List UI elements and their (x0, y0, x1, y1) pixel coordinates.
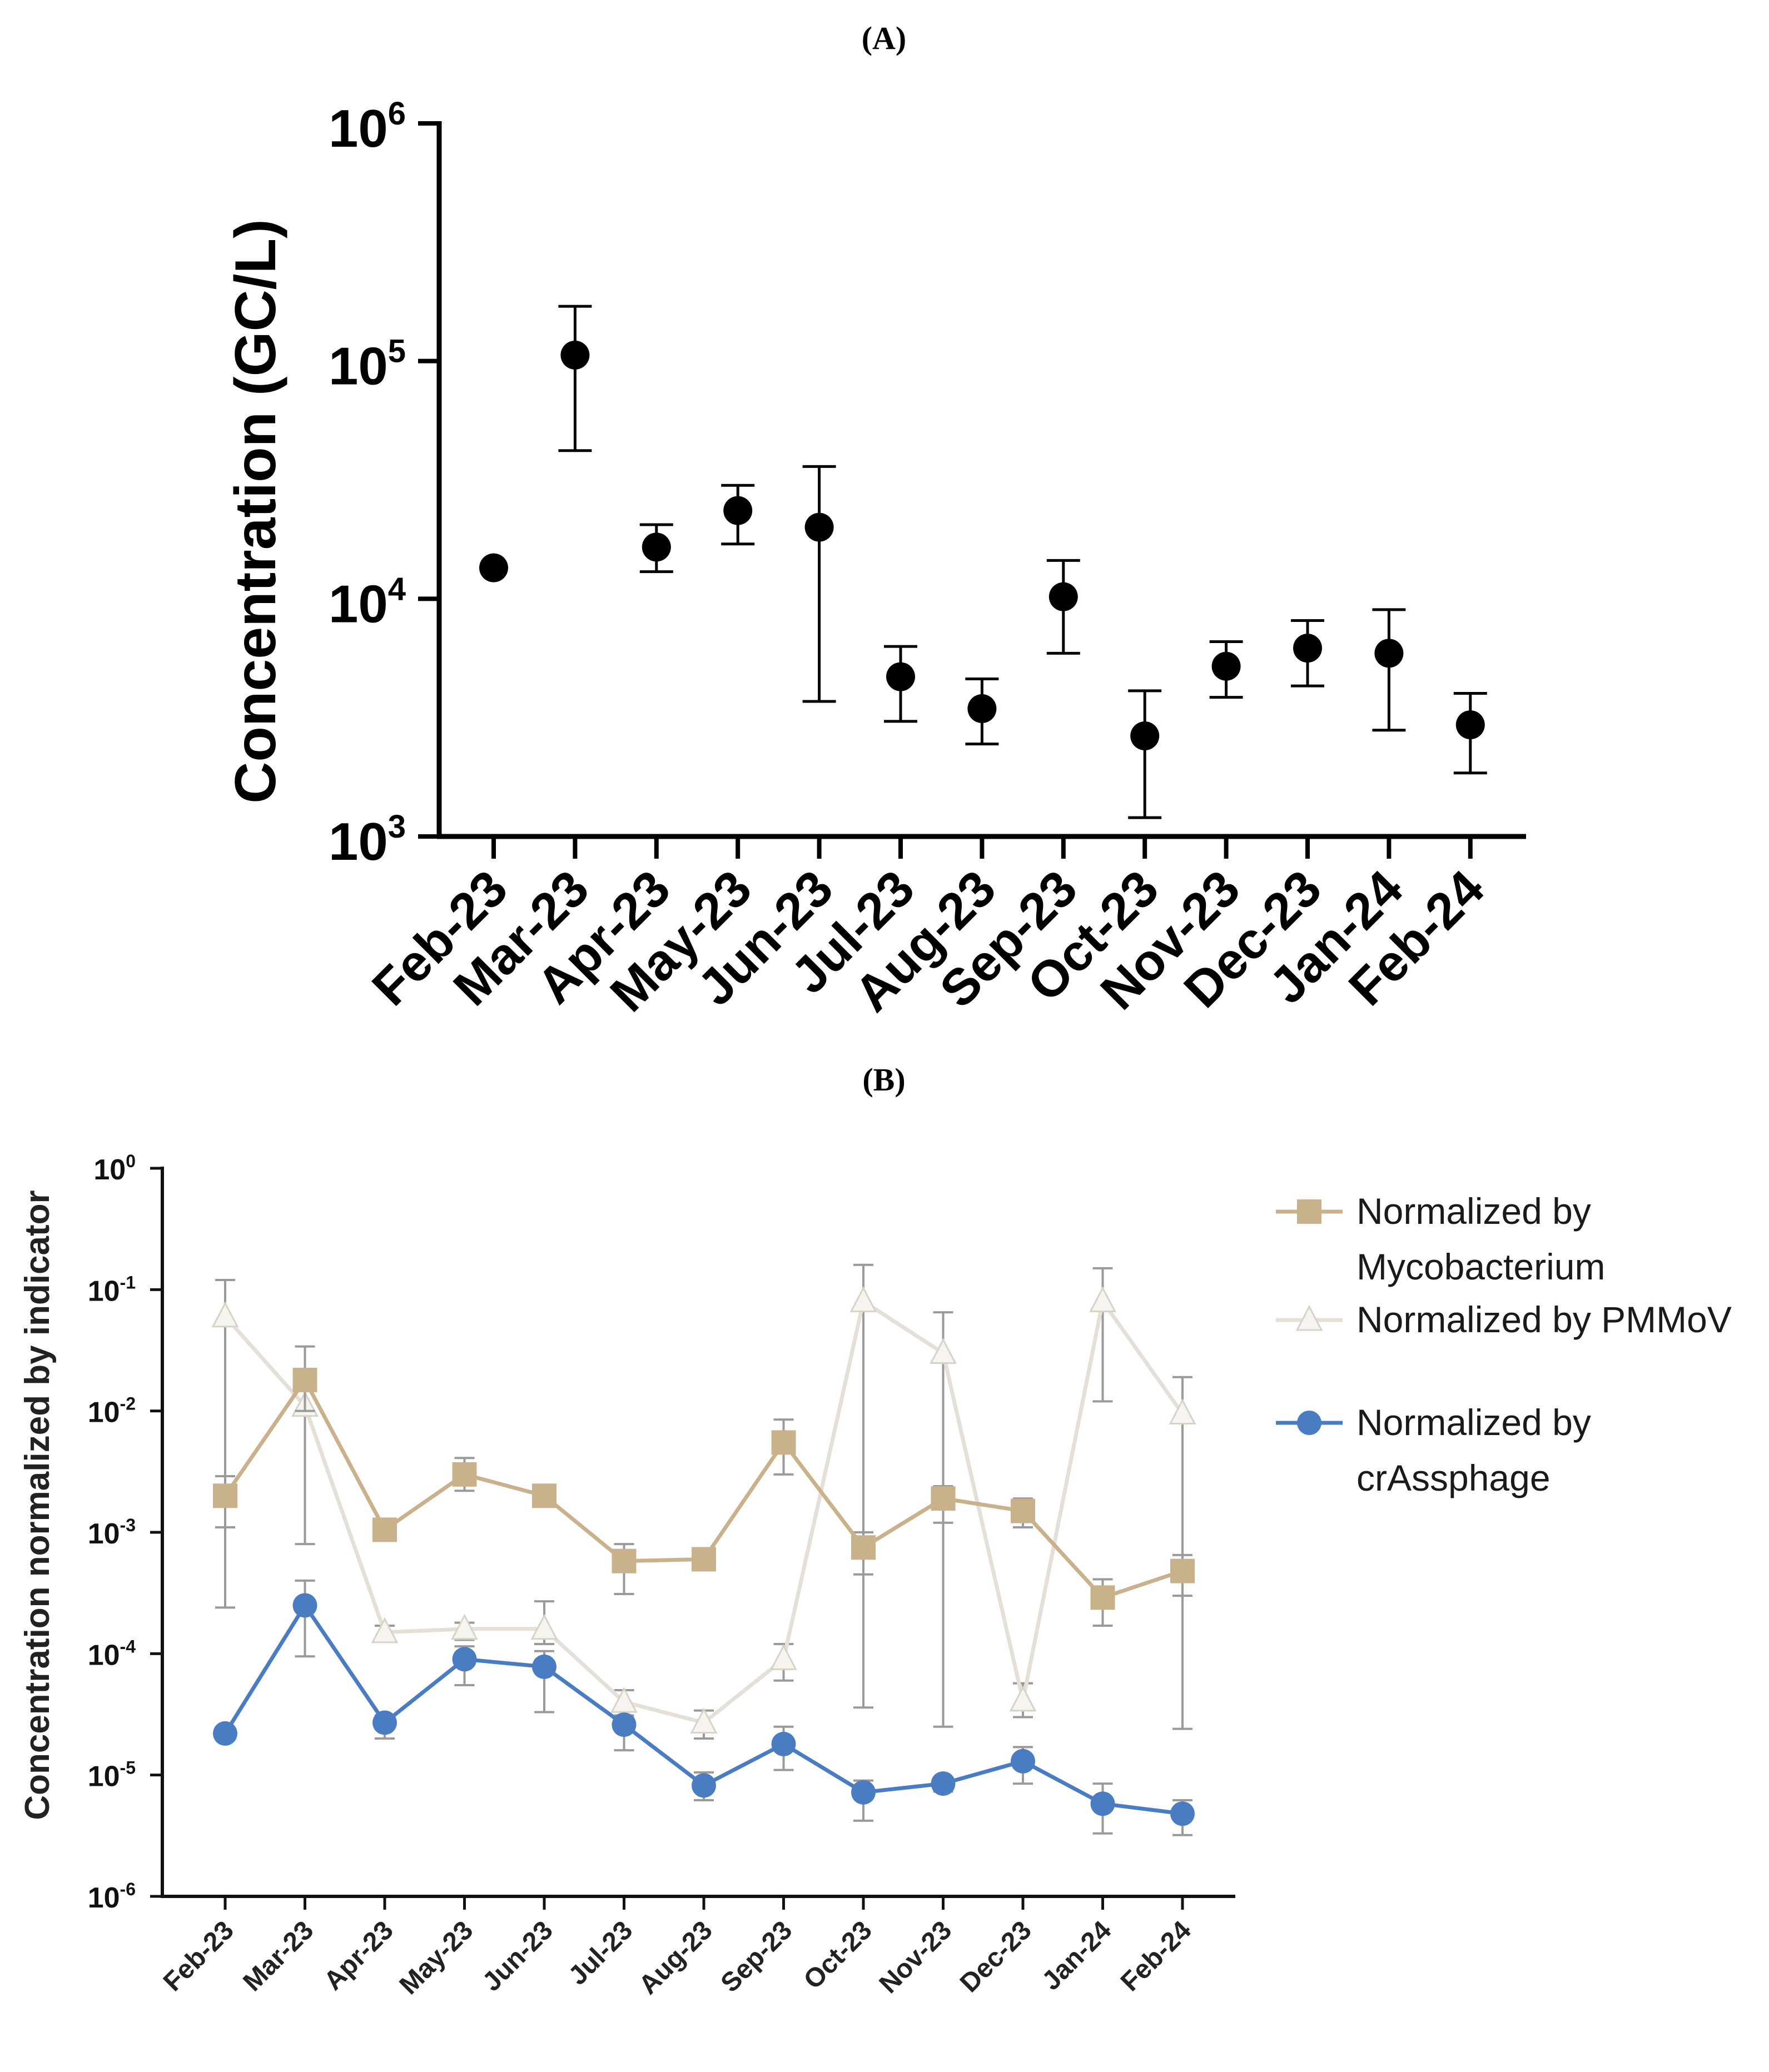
chart-b-point (771, 1731, 796, 1756)
chart-b-point (851, 1780, 876, 1805)
legend-swatch-marker (1297, 1411, 1321, 1435)
chart-b-point (530, 1613, 558, 1640)
chart-b-point (612, 1548, 637, 1573)
chart-b-point (452, 1647, 477, 1672)
chart-b-point (1011, 1749, 1035, 1774)
chart-b-point (1169, 1398, 1196, 1425)
legend-label: crAssphage (1356, 1457, 1551, 1498)
chart-b-point (610, 1686, 638, 1713)
chart-a-point (804, 512, 834, 542)
chart-b-point (1090, 1585, 1115, 1610)
chart-b-point (1170, 1801, 1195, 1826)
chart-b-point (213, 1721, 237, 1746)
chart-b-point (371, 1617, 399, 1643)
chart-b-point (452, 1462, 477, 1487)
chart-b-point (372, 1517, 397, 1542)
chart-b-legend: Normalized by Mycobacterium Normalized by … (1276, 1191, 1732, 1498)
chart-b-point (849, 1286, 877, 1312)
chart-a-point (1049, 582, 1078, 611)
chart-b-point (931, 1771, 956, 1796)
chart-a-point (1455, 710, 1485, 740)
chart-b-series-circle (213, 1579, 1195, 1836)
chart-b-point (1170, 1558, 1195, 1583)
chart-b-point (292, 1367, 317, 1392)
chart-b-point (770, 1644, 797, 1670)
chart-b-point (532, 1483, 556, 1508)
chart-a-point (1211, 651, 1241, 681)
chart-b-point (532, 1654, 556, 1679)
chart-b-series-triangle (211, 1263, 1196, 1740)
chart-b-point (931, 1486, 956, 1511)
chart-a-point (1130, 721, 1160, 750)
legend-item: Normalized by PMMoV (1276, 1299, 1732, 1340)
chart-a-point (1293, 634, 1322, 663)
legend-label: Mycobacterium (1356, 1246, 1605, 1287)
chart-a-point (723, 496, 753, 525)
chart-b-point (1089, 1286, 1116, 1312)
chart-a-point (1374, 639, 1404, 668)
chart-b-point (690, 1707, 718, 1734)
legend-label: Normalized by (1356, 1402, 1591, 1443)
chart-a-y-axis-title: Concentration (GC/L) (223, 219, 288, 803)
chart-b-point (692, 1773, 716, 1798)
chart-b-point (213, 1483, 237, 1508)
panel-a-label: (A) (862, 20, 907, 56)
legend-item: Normalized by crAssphage (1276, 1402, 1591, 1498)
legend-swatch-marker (1295, 1304, 1323, 1331)
chart-b-point (930, 1338, 957, 1364)
chart-b-point (1009, 1685, 1037, 1712)
chart-a-y-tick-label: 105 (329, 333, 406, 396)
chart-a-point (886, 662, 915, 691)
chart-b-point (1090, 1791, 1115, 1816)
legend-label: Normalized by (1356, 1191, 1591, 1232)
chart-b-point (692, 1547, 716, 1572)
chart-b-point (292, 1593, 317, 1618)
chart-b-y-axis-title: Concentration normalized by indicator (18, 1190, 57, 1820)
legend-label: Normalized by PMMoV (1356, 1299, 1732, 1340)
chart-b-point (612, 1712, 637, 1737)
chart-b-point (211, 1301, 239, 1328)
chart-a-point (479, 553, 508, 582)
chart-b-point (851, 1535, 876, 1560)
chart-b-point (372, 1710, 397, 1735)
chart-a-point (560, 340, 590, 370)
chart-b-point (771, 1430, 796, 1455)
chart-b-point (451, 1613, 478, 1640)
panel-b-label: (B) (862, 1062, 905, 1098)
legend-swatch-marker (1297, 1199, 1321, 1224)
chart-a-point (967, 694, 997, 723)
chart-b-point (1011, 1498, 1035, 1523)
legend-item: Normalized by Mycobacterium (1276, 1191, 1605, 1287)
chart-a-point (642, 532, 671, 562)
chart-b-series-square (213, 1345, 1195, 1627)
